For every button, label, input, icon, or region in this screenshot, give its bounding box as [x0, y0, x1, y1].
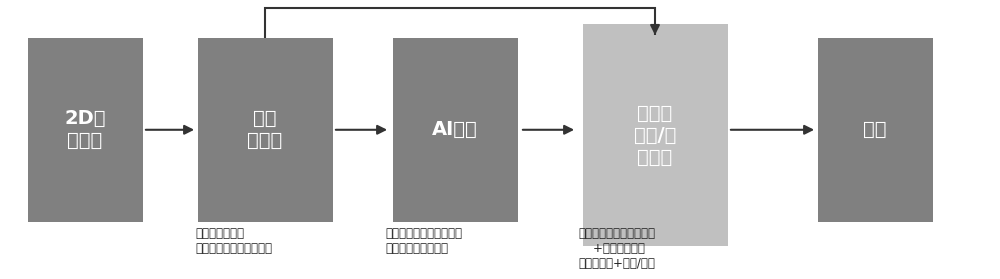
- Text: 输入：预处理后深度数据
    +缺陷区域标签
输出：轮廓+深度/高度: 输入：预处理后深度数据 +缺陷区域标签 输出：轮廓+深度/高度: [578, 227, 655, 270]
- Bar: [28, 38, 143, 222]
- Text: 输入：深度数据
输出：预处理后深度数据: 输入：深度数据 输出：预处理后深度数据: [195, 227, 272, 255]
- Bar: [818, 38, 932, 222]
- Text: 轮廓及
深度/高
度计算: 轮廓及 深度/高 度计算: [634, 104, 676, 167]
- Text: AI算法: AI算法: [432, 120, 478, 139]
- Text: 2D图
像数据: 2D图 像数据: [64, 109, 106, 150]
- Bar: [198, 38, 332, 222]
- Bar: [392, 38, 518, 222]
- Text: 输出: 输出: [863, 120, 887, 139]
- Text: 输入：预处理后深度数据
输出：缺陷区域标签: 输入：预处理后深度数据 输出：缺陷区域标签: [385, 227, 462, 255]
- Text: 数据
预处理: 数据 预处理: [247, 109, 283, 150]
- Bar: [582, 24, 728, 246]
